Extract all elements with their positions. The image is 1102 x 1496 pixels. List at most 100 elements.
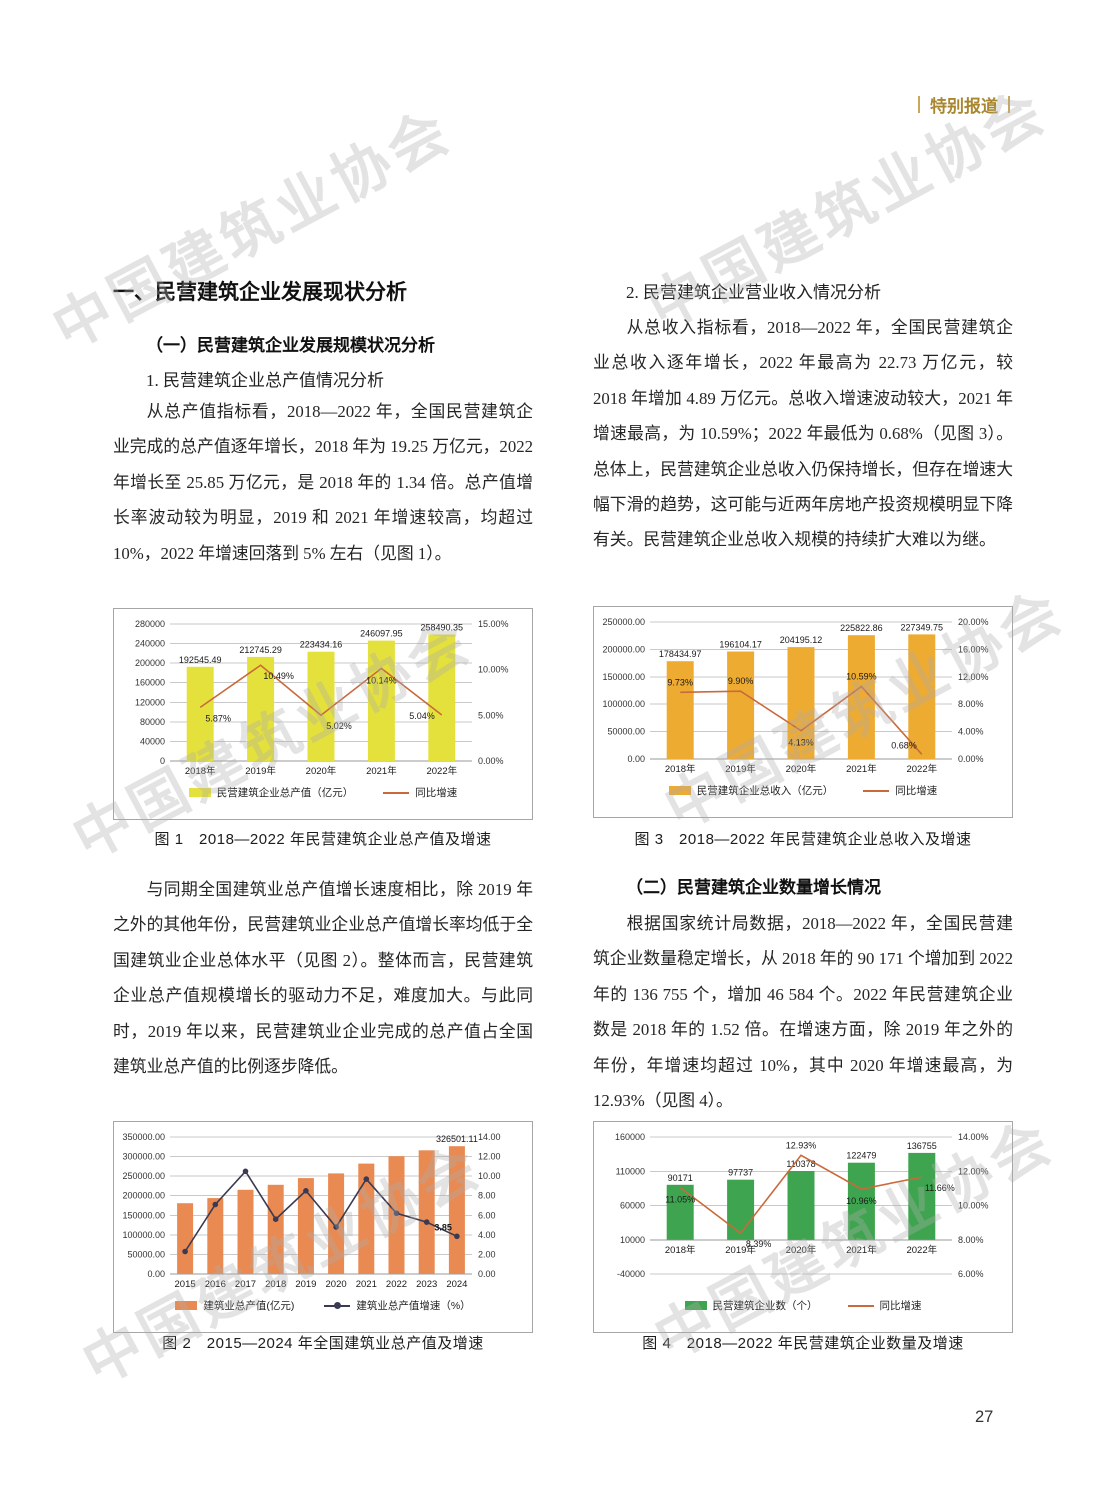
svg-text:10.14%: 10.14% — [366, 675, 397, 685]
svg-text:50000.00: 50000.00 — [607, 727, 645, 737]
svg-text:258490.35: 258490.35 — [421, 623, 464, 633]
svg-text:2019年: 2019年 — [245, 765, 276, 777]
svg-text:2017: 2017 — [235, 1279, 256, 1290]
svg-text:40000: 40000 — [140, 736, 165, 746]
page-number: 27 — [975, 1408, 994, 1426]
svg-text:2022年: 2022年 — [906, 763, 937, 775]
svg-text:14.00%: 14.00% — [958, 1132, 989, 1142]
svg-text:2021年: 2021年 — [366, 765, 397, 777]
svg-text:16.00%: 16.00% — [958, 644, 989, 654]
subsection-title-1: （一）民营建筑企业发展规模状况分析 — [146, 336, 435, 355]
svg-text:0.00%: 0.00% — [958, 754, 984, 764]
svg-text:2018年: 2018年 — [665, 1244, 696, 1256]
svg-text:80000: 80000 — [140, 717, 165, 727]
legend-line-swatch — [847, 1304, 874, 1307]
svg-text:6.00%: 6.00% — [958, 1269, 984, 1279]
svg-text:8.00: 8.00 — [478, 1191, 496, 1201]
paragraph: 从总收入指标看，2018—2022 年，全国民营建筑企业总收入逐年增长，2022… — [593, 318, 1013, 550]
svg-text:2020: 2020 — [326, 1279, 347, 1290]
svg-text:196104.17: 196104.17 — [719, 640, 762, 650]
figure-1-caption: 图 1 2018—2022 年民营建筑企业总产值及增速 — [154, 831, 492, 848]
svg-text:100000.00: 100000.00 — [602, 699, 645, 709]
svg-text:20.00%: 20.00% — [958, 617, 989, 627]
subsection-title-3: （二）民营建筑企业数量增长情况 — [626, 878, 881, 897]
chart-legend: 民营建筑企业总收入（亿元） 同比增速 — [594, 783, 1012, 798]
svg-text:350000.00: 350000.00 — [122, 1132, 165, 1142]
svg-text:250000.00: 250000.00 — [122, 1171, 165, 1181]
svg-text:150000.00: 150000.00 — [122, 1210, 165, 1220]
header-label: 特别报道 — [930, 97, 998, 116]
chart-canvas: 0.00 50000.00 100000.00 150000.00 200000.00 2… — [602, 617, 989, 775]
svg-text:10.96%: 10.96% — [846, 1196, 877, 1206]
svg-text:2020年: 2020年 — [306, 765, 337, 777]
svg-text:2022年: 2022年 — [426, 765, 457, 777]
svg-text:11.66%: 11.66% — [925, 1183, 955, 1193]
svg-text:8.00%: 8.00% — [958, 1235, 984, 1245]
svg-text:160000: 160000 — [615, 1132, 645, 1142]
svg-text:5.04%: 5.04% — [409, 711, 435, 721]
legend-line-swatch — [324, 1302, 351, 1309]
legend-line-label: 同比增速 — [415, 787, 458, 799]
chart-legend: 建筑业总产值(亿元) 建筑业总产值增速（%） — [114, 1298, 532, 1313]
legend-line-label: 同比增速 — [895, 785, 938, 797]
svg-text:200000: 200000 — [135, 658, 165, 668]
svg-text:0.00: 0.00 — [147, 1269, 165, 1279]
svg-text:60000: 60000 — [620, 1201, 645, 1211]
figure-2-caption: 图 2 2015—2024 年全国建筑业总产值及增速 — [162, 1335, 484, 1352]
legend-line-swatch — [383, 791, 410, 794]
svg-text:9.73%: 9.73% — [667, 677, 693, 687]
svg-text:0: 0 — [160, 756, 165, 766]
special-report-tag: 特别报道 — [908, 92, 1020, 117]
paragraph: 根据国家统计局数据，2018—2022 年，全国民营建筑企业数量稳定增长，从 2… — [593, 914, 1013, 1111]
svg-text:10.00%: 10.00% — [958, 1201, 989, 1211]
header-divider — [1008, 96, 1010, 113]
svg-text:5.00%: 5.00% — [478, 710, 504, 720]
svg-text:192545.49: 192545.49 — [179, 655, 222, 665]
svg-text:10.00%: 10.00% — [478, 665, 509, 675]
svg-text:2018年: 2018年 — [185, 765, 216, 777]
svg-text:5.87%: 5.87% — [205, 713, 231, 723]
legend-bar-swatch — [684, 1301, 707, 1310]
svg-text:326501.11: 326501.11 — [436, 1134, 478, 1144]
svg-text:204195.12: 204195.12 — [780, 635, 823, 645]
svg-text:6.00: 6.00 — [478, 1210, 496, 1220]
legend-bar-label: 民营建筑企业总收入（亿元） — [696, 785, 834, 797]
svg-text:240000: 240000 — [135, 639, 165, 649]
svg-text:10000: 10000 — [620, 1235, 645, 1245]
svg-text:2019年: 2019年 — [725, 1244, 756, 1256]
chart-canvas: -40000 10000 60000 110000 160000 6.00% 8.00% 10… — [615, 1132, 989, 1279]
svg-text:12.00%: 12.00% — [958, 672, 989, 682]
svg-text:50000.00: 50000.00 — [127, 1249, 165, 1259]
svg-text:12.93%: 12.93% — [786, 1140, 817, 1150]
svg-text:200000.00: 200000.00 — [602, 644, 645, 654]
svg-text:4.00%: 4.00% — [958, 727, 984, 737]
legend-bar-label: 民营建筑企业数（个） — [712, 1300, 818, 1312]
svg-text:300000.00: 300000.00 — [122, 1152, 165, 1162]
legend-bar-label: 建筑业总产值(亿元) — [203, 1300, 295, 1312]
svg-text:227349.75: 227349.75 — [901, 622, 944, 632]
svg-text:10.59%: 10.59% — [846, 672, 877, 682]
svg-text:200000.00: 200000.00 — [122, 1191, 165, 1201]
svg-text:2.00: 2.00 — [478, 1249, 496, 1259]
svg-text:2021: 2021 — [356, 1279, 377, 1290]
svg-text:2021年: 2021年 — [846, 1244, 877, 1256]
svg-text:136755: 136755 — [907, 1141, 937, 1151]
legend-bar-swatch — [188, 788, 211, 797]
svg-text:10.00: 10.00 — [478, 1171, 501, 1181]
svg-text:2020年: 2020年 — [786, 763, 817, 775]
legend-bar-swatch — [668, 786, 691, 795]
svg-text:2022年: 2022年 — [906, 1244, 937, 1256]
figure-4-caption: 图 4 2018—2022 年民营建筑企业数量及增速 — [642, 1335, 964, 1352]
svg-text:11.05%: 11.05% — [665, 1195, 695, 1205]
svg-text:223434.16: 223434.16 — [300, 640, 343, 650]
chart-canvas: 0.00 50000.00 100000.00 150000.00 200000.00 2… — [122, 1132, 501, 1290]
svg-text:97737: 97737 — [728, 1168, 753, 1178]
svg-text:212745.29: 212745.29 — [239, 645, 282, 655]
svg-text:4.13%: 4.13% — [788, 738, 814, 748]
svg-text:225822.86: 225822.86 — [840, 623, 883, 633]
legend-line-label: 同比增速 — [879, 1300, 922, 1312]
svg-text:5.02%: 5.02% — [326, 721, 352, 731]
svg-text:120000: 120000 — [135, 697, 165, 707]
figure-3-chart: 0.00 50000.00 100000.00 150000.00 200000.00 2… — [593, 606, 1013, 818]
